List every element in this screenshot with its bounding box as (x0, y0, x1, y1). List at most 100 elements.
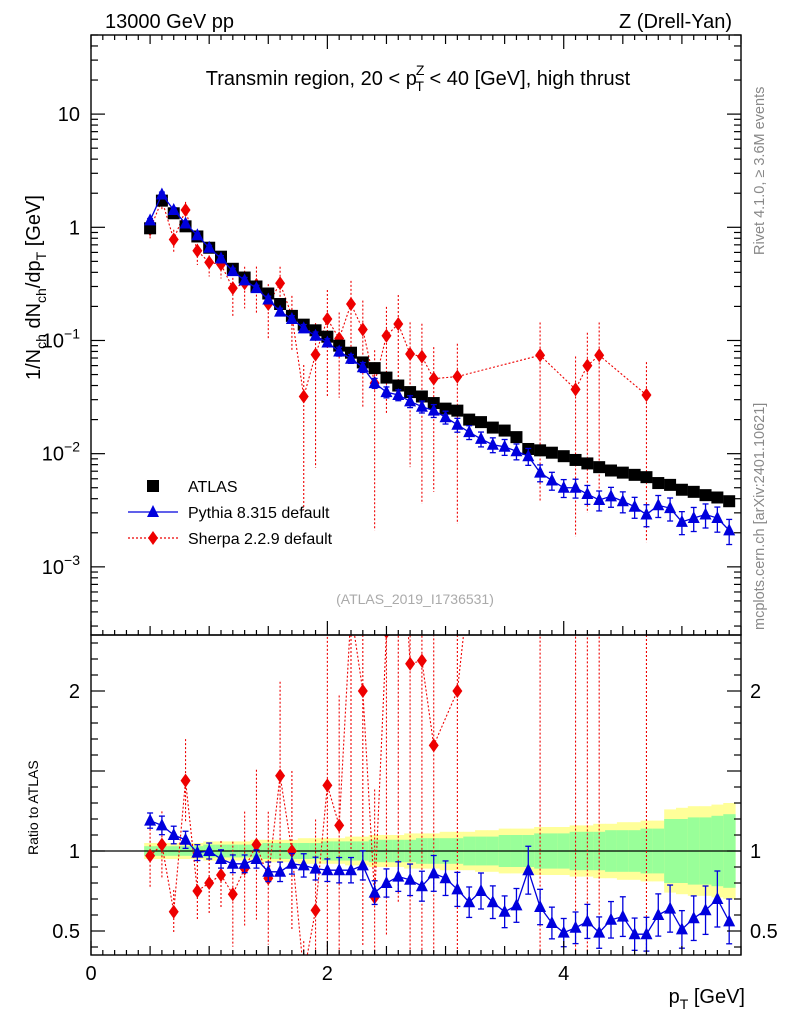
pythia-point (297, 321, 310, 334)
pythia-point (545, 916, 558, 928)
atlas-point (723, 495, 736, 508)
sherpa-point (180, 773, 191, 788)
y-tick-label: 10−1 (42, 325, 80, 352)
pythia-point (415, 879, 428, 892)
atlas-point (593, 461, 606, 474)
pythia-point (664, 501, 677, 514)
pythia-point (439, 410, 452, 423)
sherpa-point (192, 243, 203, 258)
pythia-point (605, 489, 617, 502)
pythia-point (451, 882, 464, 895)
pythia-point (675, 514, 688, 527)
pythia-point (723, 523, 736, 536)
sherpa-point (405, 656, 416, 671)
sherpa-point (571, 332, 581, 346)
sherpa-point (428, 371, 439, 386)
pythia-point (463, 895, 476, 908)
pythia-point (203, 844, 216, 856)
pythia-point (427, 866, 440, 879)
ratio-y-tick-label: 1 (69, 841, 80, 863)
pythia-point (616, 909, 629, 922)
energy-label: 13000 GeV pp (105, 11, 234, 33)
pythia-point (179, 832, 192, 845)
atlas-point (510, 431, 523, 444)
pythia-point (368, 376, 381, 389)
atlas-point (711, 491, 724, 504)
sherpa-point (452, 684, 463, 698)
legend-sherpa-label: Sherpa 2.2.9 default (188, 531, 333, 548)
pythia-point (380, 385, 393, 398)
pythia-point (274, 304, 287, 317)
pythia-point (297, 858, 310, 871)
pythia-point (356, 360, 369, 373)
plot-title: Transmin region, 20 < pZ T < 40 [GeV], hi… (206, 62, 631, 94)
pythia-point (664, 901, 677, 914)
pythia-point (404, 872, 417, 885)
atlas-point (605, 464, 617, 477)
pythia-point (711, 511, 724, 524)
y-axis-title: 1/Nch dNch/dpT [GeV] (23, 195, 49, 380)
atlas-point (545, 446, 558, 459)
atlas-point (486, 421, 499, 434)
atlas-point (274, 298, 287, 311)
sherpa-point (299, 967, 309, 981)
pythia-point (179, 216, 192, 229)
sherpa-point (168, 904, 179, 919)
pythia-point (475, 431, 487, 444)
pythia-point (628, 927, 641, 940)
atlas-point (475, 416, 487, 429)
pythia-point (557, 480, 570, 493)
ratio-y-tick-label: 0.5 (52, 921, 80, 943)
sherpa-point (405, 346, 416, 361)
sherpa-point (594, 348, 605, 363)
legend-sherpa-marker (148, 531, 158, 545)
ratio-panel-series (144, 332, 736, 981)
pythia-point (581, 914, 594, 927)
pythia-point (545, 473, 558, 486)
pythia-point (321, 335, 334, 348)
legend-atlas-label: ATLAS (188, 479, 238, 496)
pythia-point (415, 399, 428, 412)
legend-atlas-marker (147, 480, 159, 492)
pythia-point (687, 911, 700, 924)
pythia-point (250, 852, 263, 864)
atlas-point (699, 489, 712, 502)
atlas-point (640, 471, 653, 484)
pythia-point (522, 449, 535, 462)
pythia-point (699, 903, 712, 916)
atlas-point (415, 390, 428, 403)
sherpa-point (180, 203, 191, 218)
sherpa-point (535, 348, 546, 363)
pythia-point (510, 444, 523, 457)
pythia-point (498, 904, 511, 917)
pythia-point (593, 492, 606, 505)
pythia-point (605, 912, 617, 925)
atlas-point (427, 397, 440, 410)
sherpa-point (251, 837, 262, 852)
pythia-point (486, 437, 499, 450)
pythia-point (285, 311, 298, 324)
atlas-point (392, 379, 405, 392)
sherpa-point (275, 276, 286, 291)
sherpa-point (357, 684, 368, 698)
pythia-point (321, 863, 334, 876)
pythia-point (285, 856, 298, 869)
sherpa-point (570, 382, 581, 397)
pythia-point (616, 494, 629, 507)
pythia-point (309, 328, 322, 341)
pythia-point (380, 876, 393, 888)
pythia-point (593, 925, 606, 938)
main-panel-series (144, 187, 736, 546)
atlas-point (557, 450, 570, 463)
pythia-point (652, 908, 665, 920)
axes: 0 2 4 10 1 10−1 10−2 10−3 0.5 0.5 1 1 2 2 (42, 34, 778, 985)
pythia-point (628, 499, 641, 512)
pythia-point (569, 480, 582, 493)
ratio-y-tick-label: 2 (69, 681, 80, 703)
mcplots-source-label: mcplots.cern.ch [arXiv:2401.10621] (752, 403, 768, 630)
legend-pythia-label: Pythia 8.315 default (188, 505, 330, 522)
process-label: Z (Drell-Yan) (619, 11, 732, 33)
x-tick-label: 2 (322, 963, 333, 985)
sherpa-point (346, 297, 356, 312)
